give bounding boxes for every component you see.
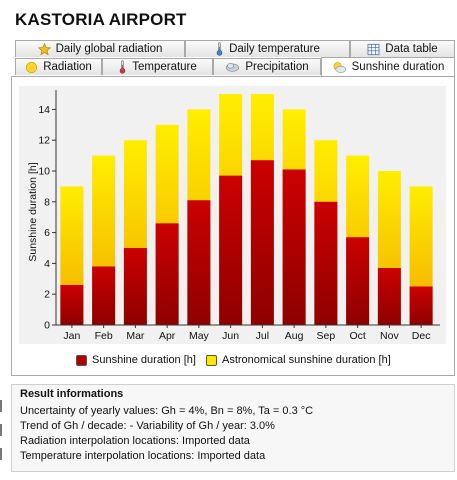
table-icon [367,43,380,55]
tab-radiation[interactable]: Radiation [15,58,102,75]
station-title: KASTORIA AIRPORT [15,10,187,29]
sun-cloud-icon [333,61,346,73]
info-line-radiation-interpolation: Radiation interpolation locations: Impor… [20,435,250,447]
tab-row-top: Daily global radiation Daily temperature… [15,40,455,58]
info-line-trend: Trend of Gh / decade: - Variability of G… [20,420,275,432]
sun-icon [26,61,38,73]
result-info-panel: Result informations Uncertainty of yearl… [11,384,455,472]
legend-label: Sunshine duration [h] [92,354,196,366]
tab-data-table[interactable]: Data table [350,40,455,57]
thermometer-icon [119,60,126,74]
tab-label: Sunshine duration [351,61,445,73]
tab-label: Data table [385,43,438,55]
tab-label: Daily temperature [229,43,320,55]
thermometer-icon [216,42,223,56]
tab-precipitation[interactable]: Precipitation [213,58,321,75]
result-info-title: Result informations [20,388,124,400]
star-icon [37,42,51,55]
legend-item-sunshine: Sunshine duration [h] [76,354,196,366]
tab-label: Daily global radiation [55,43,163,55]
tab-row-bottom: Radiation Temperature Precipitation Suns… [15,57,455,76]
plot-area-background [19,86,446,344]
info-line-uncertainty: Uncertainty of yearly values: Gh = 4%, B… [20,405,314,417]
tab-daily-temperature[interactable]: Daily temperature [185,40,350,57]
legend-swatch-sunshine [76,354,87,366]
tab-temperature[interactable]: Temperature [102,58,213,75]
tab-sunshine-duration[interactable]: Sunshine duration [321,57,455,76]
left-edge-marker [0,424,2,436]
tab-label: Precipitation [245,61,309,73]
left-edge-marker [0,448,2,460]
tab-label: Radiation [43,61,92,73]
info-line-temperature-interpolation: Temperature interpolation locations: Imp… [20,450,266,462]
cloud-icon [226,62,240,72]
legend-swatch-astronomical [206,354,217,366]
left-edge-marker [0,400,2,412]
legend-item-astronomical: Astronomical sunshine duration [h] [206,354,391,366]
tab-daily-global-radiation[interactable]: Daily global radiation [15,40,185,57]
legend-label: Astronomical sunshine duration [h] [222,354,391,366]
tab-label: Temperature [132,61,197,73]
